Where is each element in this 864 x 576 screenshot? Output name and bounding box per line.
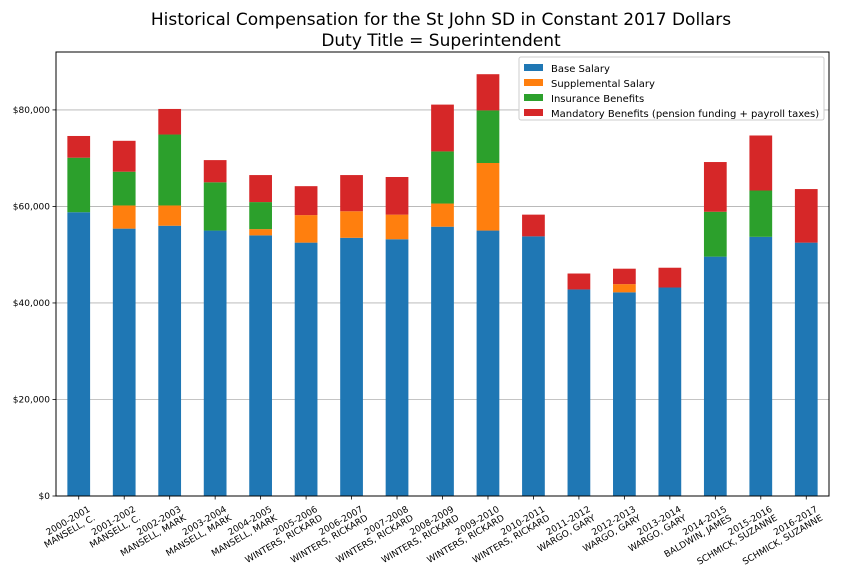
bar-segment (340, 237, 363, 496)
bar-segment (67, 135, 91, 158)
legend-swatch (524, 79, 543, 86)
bar-segment (294, 242, 318, 496)
bar-segment (476, 230, 500, 496)
bar-segment (476, 74, 500, 111)
bar-segment (67, 212, 91, 497)
bar-segment (67, 157, 91, 213)
bar-segment (249, 229, 272, 236)
legend-label: Insurance Benefits (551, 94, 644, 105)
bar-segment (203, 160, 227, 183)
legend-label: Base Salary (551, 64, 610, 75)
bar-segment (613, 268, 636, 285)
bar-segment (703, 211, 727, 257)
bar-segment (385, 239, 409, 496)
bar-segment (431, 104, 454, 152)
bar-segment (749, 236, 773, 497)
legend-box (518, 56, 825, 121)
bar-segment (112, 228, 136, 497)
bar-segment (613, 284, 636, 293)
bar-segment (203, 182, 227, 231)
legend-swatch (524, 64, 543, 71)
y-tick-label: $40,000 (13, 299, 50, 309)
bar-segment (431, 203, 454, 227)
bar-segment (158, 134, 182, 206)
bar-segment (749, 135, 773, 191)
bar-segment (658, 267, 682, 288)
bar-segment (703, 256, 727, 496)
bar-segment (476, 110, 500, 163)
bar-segment (794, 189, 818, 243)
bar-segment (203, 230, 227, 496)
bar-segment (385, 214, 409, 240)
chart-title-line-2: Duty Title = Superintendent (321, 31, 561, 51)
bar-segment (431, 151, 454, 204)
bar-segment (112, 140, 136, 172)
y-tick-label: $60,000 (13, 202, 50, 212)
chart-title-line-1: Historical Compensation for the St John … (151, 10, 731, 30)
legend-swatch (524, 109, 543, 116)
bar-segment (158, 205, 182, 226)
bar-segment (158, 225, 182, 496)
bar-segment (431, 226, 454, 496)
bar-segment (340, 175, 363, 212)
bar-segment (340, 211, 363, 238)
bar-segment (567, 289, 591, 496)
bar-segment (794, 242, 818, 496)
bar-segment (112, 205, 136, 229)
legend-swatch (524, 94, 543, 101)
bar-segment (522, 236, 545, 497)
bar-segment (567, 273, 591, 290)
bar-segment (476, 163, 500, 231)
bar-segment (749, 190, 773, 237)
bar-segment (249, 235, 272, 497)
bar-segment (294, 186, 318, 216)
y-axis: $0 $20,000 $40,000 $60,000 $80,000 (13, 106, 56, 502)
bar-segment (613, 292, 636, 496)
legend-label: Supplemental Salary (551, 79, 655, 90)
bar-segment (658, 287, 682, 496)
y-tick-label: $20,000 (13, 395, 50, 405)
bar-segment (703, 162, 727, 212)
bar-segment (112, 171, 136, 206)
bar-segment (294, 215, 318, 243)
bar-segment (249, 202, 272, 230)
bars (67, 74, 818, 497)
bar-segment (385, 176, 409, 215)
bar-segment (249, 175, 272, 203)
y-tick-label: $80,000 (13, 106, 50, 116)
legend-label: Mandatory Benefits (pension funding + pa… (551, 109, 819, 120)
bar-segment (522, 214, 545, 237)
legend: Base Salary Supplemental Salary Insurance … (518, 56, 825, 121)
bar-segment (158, 108, 182, 135)
y-tick-label: $0 (39, 492, 51, 502)
